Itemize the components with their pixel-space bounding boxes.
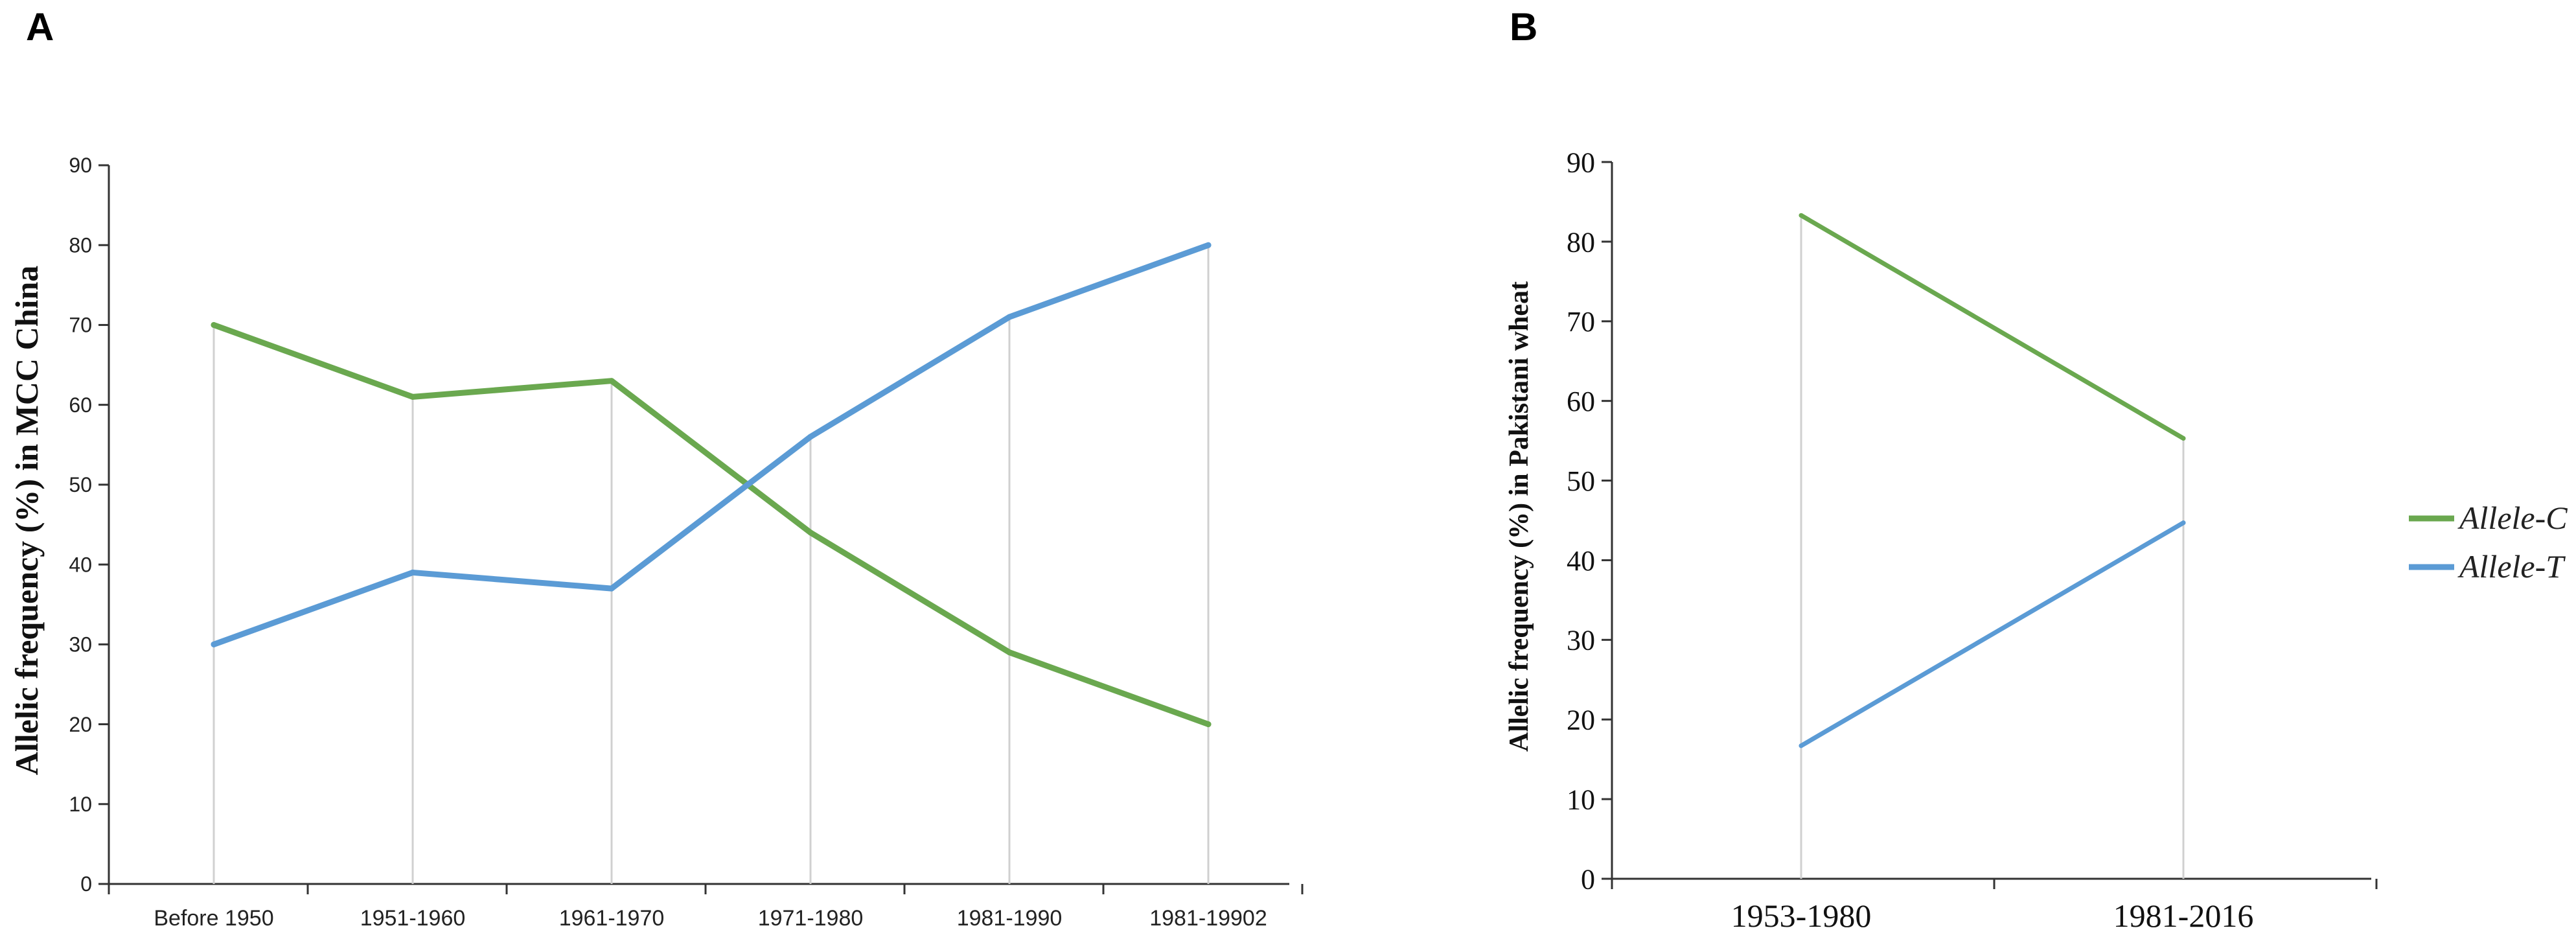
- data-point-allele-c: [2181, 435, 2186, 441]
- y-tick-label: 40: [1567, 545, 1595, 577]
- data-point-allele-t: [1006, 314, 1013, 320]
- data-point-allele-c: [608, 378, 615, 384]
- data-point-allele-t: [409, 569, 416, 575]
- y-tick-label: 40: [69, 553, 92, 576]
- data-point-allele-c: [1006, 649, 1013, 656]
- data-point-allele-c: [409, 393, 416, 400]
- data-point-allele-t: [608, 585, 615, 592]
- legend: Allele-C Allele-T: [2409, 500, 2568, 585]
- y-tick-label: 50: [69, 473, 92, 496]
- x-tick-label: 1971-1980: [758, 906, 864, 931]
- y-tick-label: 60: [69, 393, 92, 417]
- x-tick-label: 1953-1980: [1731, 898, 1872, 934]
- y-tick-label: 70: [69, 314, 92, 337]
- data-point-allele-c: [1799, 213, 1804, 218]
- panel-a-letter: A: [26, 5, 54, 49]
- chart-a: 0 10 20 30 40 50 60 70 80 90 Before 1950 1951-1960 1…: [69, 154, 1304, 931]
- y-tick-label: 0: [80, 872, 92, 896]
- chart-b-ylabel: Allelic frequency (%) in Pakistani wheat: [1504, 281, 1534, 752]
- data-point-allele-c: [211, 321, 217, 328]
- chart-b: 0 10 20 30 40 50 60 70 80 90 1953-1980 1981-2016: [1567, 146, 2378, 934]
- data-point-allele-t: [211, 641, 217, 647]
- series-line-allele-c: [211, 321, 1212, 728]
- series-line-allele-c: [1799, 213, 2186, 441]
- chart-a-ylabel: Allelic frequency (%) in MCC China: [8, 266, 45, 776]
- y-tick-label: 80: [1567, 226, 1595, 258]
- y-tick-label: 20: [69, 713, 92, 736]
- y-tick-label: 30: [69, 633, 92, 656]
- y-tick-label: 50: [1567, 465, 1595, 497]
- y-tick-label: 60: [1567, 386, 1595, 417]
- y-tick-label: 20: [1567, 704, 1595, 736]
- x-tick-label: 1981-19902: [1149, 906, 1267, 931]
- x-tick-label: Before 1950: [154, 906, 273, 931]
- y-tick-label: 70: [1567, 306, 1595, 338]
- data-point-allele-c: [1205, 721, 1212, 728]
- data-point-allele-t: [1799, 743, 1804, 749]
- data-point-allele-t: [1205, 242, 1212, 248]
- x-tick-label: 1961-1970: [559, 906, 665, 931]
- y-tick-label: 30: [1567, 625, 1595, 656]
- panel-b-letter: B: [1510, 5, 1537, 49]
- x-tick-label: 1981-2016: [2113, 898, 2254, 934]
- series-line-allele-t: [211, 242, 1212, 647]
- y-tick-label: 0: [1581, 863, 1595, 895]
- x-tick-label: 1981-1990: [957, 906, 1063, 931]
- y-tick-label: 90: [1567, 146, 1595, 178]
- x-tick-label: 1951-1960: [360, 906, 466, 931]
- y-tick-label: 80: [69, 233, 92, 257]
- y-tick-label: 10: [69, 793, 92, 816]
- data-point-allele-c: [807, 529, 814, 536]
- legend-label-allele-c: Allele-C: [2457, 500, 2568, 536]
- series-line-allele-t: [1799, 520, 2186, 749]
- data-point-allele-t: [807, 434, 814, 440]
- data-point-allele-t: [2181, 520, 2186, 526]
- legend-label-allele-t: Allele-T: [2457, 548, 2566, 585]
- y-tick-label: 10: [1567, 784, 1595, 816]
- y-tick-label: 90: [69, 154, 92, 177]
